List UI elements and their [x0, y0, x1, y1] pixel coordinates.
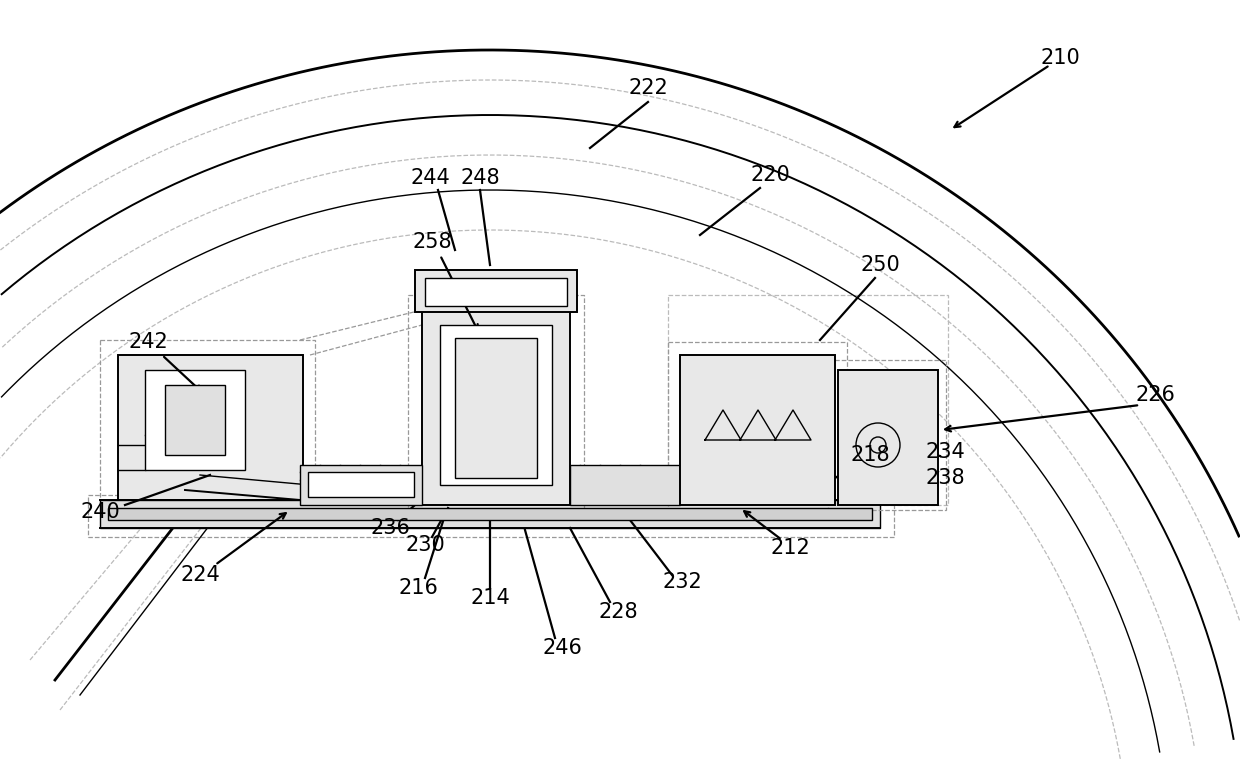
Bar: [100, 500, 880, 528]
Text: 226: 226: [1135, 385, 1176, 405]
Text: 234: 234: [925, 442, 965, 462]
Bar: [100, 340, 315, 505]
Text: 220: 220: [750, 165, 790, 185]
Text: 232: 232: [662, 572, 702, 592]
Bar: [408, 295, 584, 510]
Text: 250: 250: [861, 255, 900, 275]
Bar: [570, 465, 680, 505]
Bar: [455, 338, 537, 478]
Text: 238: 238: [925, 468, 965, 488]
Text: 240: 240: [81, 502, 120, 522]
Text: 228: 228: [598, 602, 637, 622]
Text: 212: 212: [770, 538, 810, 558]
Bar: [165, 385, 224, 455]
Text: 246: 246: [542, 638, 582, 658]
Text: 224: 224: [180, 565, 219, 585]
Bar: [300, 465, 422, 505]
Bar: [668, 295, 949, 505]
Text: 210: 210: [1040, 48, 1080, 68]
Bar: [668, 342, 847, 510]
Text: 218: 218: [851, 445, 890, 465]
Bar: [145, 370, 246, 470]
Bar: [680, 355, 835, 505]
Bar: [308, 472, 414, 497]
Text: 230: 230: [405, 535, 445, 555]
Text: 236: 236: [370, 518, 410, 538]
Bar: [88, 495, 894, 537]
Bar: [108, 508, 872, 520]
Text: 244: 244: [410, 168, 450, 188]
Text: 222: 222: [629, 78, 668, 98]
Bar: [440, 325, 552, 485]
Text: 214: 214: [470, 588, 510, 608]
Text: 216: 216: [398, 578, 438, 598]
Bar: [838, 370, 937, 505]
Bar: [415, 270, 577, 312]
Bar: [425, 278, 567, 306]
Bar: [422, 310, 570, 505]
Text: 258: 258: [412, 232, 451, 252]
Text: 248: 248: [460, 168, 500, 188]
Bar: [828, 360, 946, 510]
Bar: [118, 355, 303, 500]
Text: 242: 242: [128, 332, 167, 352]
